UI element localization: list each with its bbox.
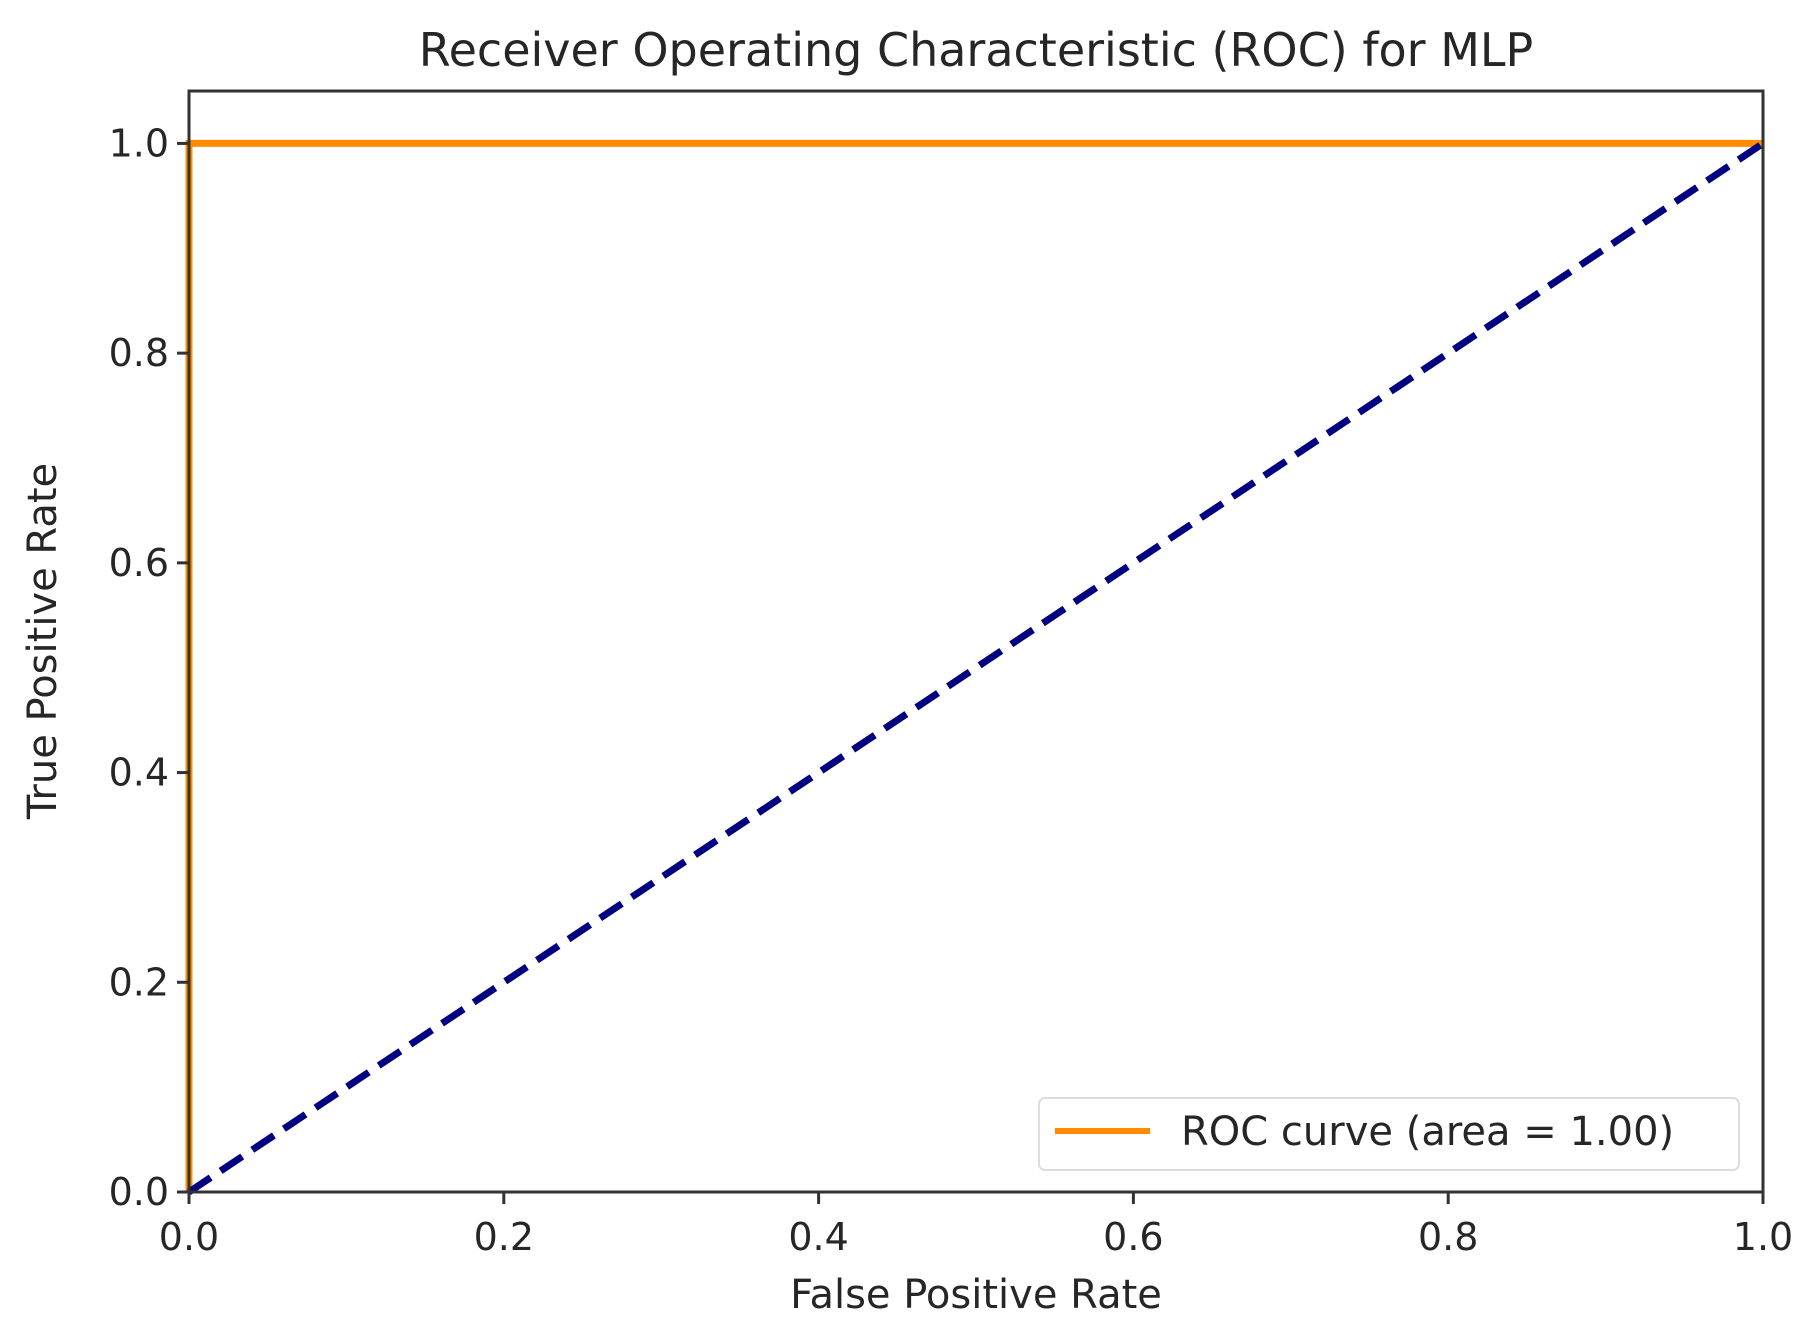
x-axis-label: False Positive Rate	[790, 1272, 1162, 1318]
x-tick-label: 0.4	[788, 1215, 848, 1259]
legend-box	[1038, 1097, 1740, 1171]
x-tick-label: 1.0	[1733, 1215, 1793, 1259]
y-tick-label: 0.6	[109, 541, 169, 585]
x-tick-label: 0.8	[1418, 1215, 1478, 1259]
y-tick-label: 0.4	[109, 751, 169, 795]
y-tick-label: 0.2	[109, 960, 169, 1004]
legend: ROC curve (area = 1.00)	[1038, 1097, 1740, 1171]
y-tick-label: 0.8	[109, 331, 169, 375]
diagonal-reference-line	[187, 140, 1765, 1195]
axes-frame	[187, 89, 1765, 1194]
y-axis-label: True Positive Rate	[20, 463, 66, 820]
legend-label: ROC curve (area = 1.00)	[1181, 1109, 1674, 1155]
y-tick-label: 1.0	[109, 121, 169, 165]
y-tick-label: 0.0	[109, 1170, 169, 1214]
x-tick-label: 0.0	[159, 1215, 219, 1259]
x-tick-label: 0.6	[1103, 1215, 1163, 1259]
plot-area: 0.0 0.2 0.4 0.6 0.8 1.0 0.0 0.2 0.4 0.6 0.8 1.0 ROC …	[109, 89, 1793, 1259]
chart-title: Receiver Operating Characteristic (ROC) …	[419, 23, 1534, 77]
x-tick-label: 0.2	[474, 1215, 534, 1259]
